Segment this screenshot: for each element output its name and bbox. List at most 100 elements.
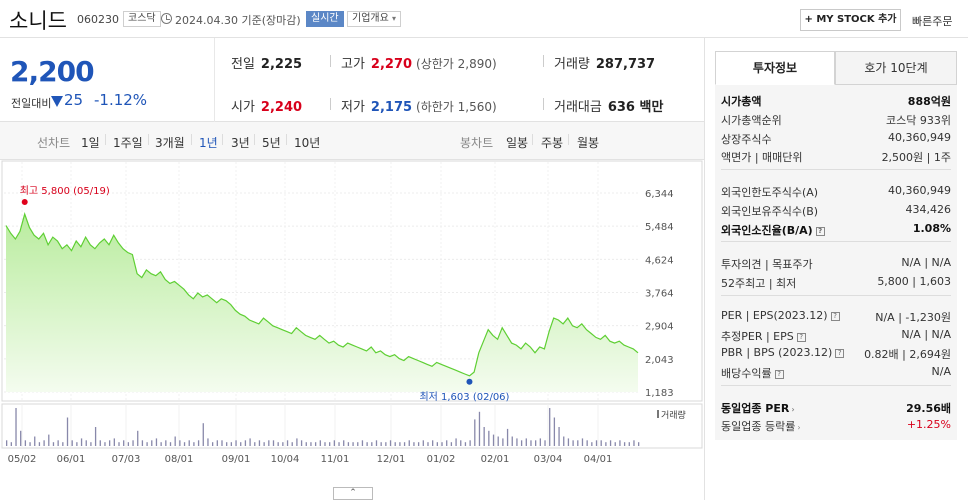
volume-bar: [113, 438, 115, 446]
volume-bar: [183, 442, 186, 446]
volume-bar: [535, 440, 537, 446]
volume-bar: [38, 442, 41, 446]
tab-monthly-candle[interactable]: 월봉: [577, 136, 600, 150]
tab-1year[interactable]: 1년: [199, 136, 218, 150]
prev-close: 전일 2,225: [231, 53, 302, 72]
invest-row-value: 코스닥 933위: [886, 114, 951, 127]
help-icon[interactable]: ?: [774, 370, 784, 379]
invest-row-value: 40,360,949: [888, 131, 951, 144]
volume-bar: [71, 440, 73, 446]
chart-collapse-button[interactable]: ⌃: [333, 487, 373, 500]
prev-close-label: 전일: [231, 57, 255, 72]
volume-bar: [436, 442, 438, 446]
divider: [721, 241, 951, 242]
tab-3months[interactable]: 3개월: [155, 136, 185, 150]
invest-row: 배당수익률? N/A: [721, 365, 951, 381]
volume-bar: [539, 438, 541, 446]
volume-bar: [389, 440, 392, 446]
volume-bar: [221, 440, 223, 446]
volume-bar: [413, 442, 415, 446]
volume-bar: [305, 442, 307, 446]
tab-1week[interactable]: 1주일: [113, 136, 143, 150]
volume-bar: [357, 442, 359, 446]
volume-bar: [347, 442, 350, 446]
volume-bar: [361, 440, 364, 446]
divider: [543, 98, 544, 110]
volume-bar: [577, 440, 579, 446]
volume-bar: [338, 442, 340, 446]
invest-row-label: 외국인한도주식수(A): [721, 186, 819, 199]
chevron-right-icon[interactable]: ›: [797, 423, 801, 432]
realtime-button[interactable]: 실시간: [306, 11, 344, 27]
open-value: 2,240: [260, 100, 303, 115]
invest-row-label: 동일업종 등락률 ›: [721, 420, 801, 433]
x-tick-label: 07/03: [112, 454, 141, 465]
high-value: 2,270: [370, 57, 413, 72]
volume-bar: [511, 436, 513, 446]
amount-value: 636 백만: [607, 100, 664, 115]
volume-bar: [516, 438, 518, 446]
help-icon[interactable]: ?: [835, 349, 845, 358]
company-overview-dropdown[interactable]: 기업개요 ▾: [347, 11, 402, 27]
volume-bar: [310, 442, 312, 446]
invest-row-label: 시가총액: [721, 95, 762, 108]
x-tick-label: 01/02: [427, 454, 456, 465]
volume-bar: [20, 430, 22, 446]
quick-order-link[interactable]: 빠른주문: [912, 15, 953, 28]
volume-bar: [483, 427, 485, 446]
volume-bar: [633, 440, 635, 446]
invest-row-value: 5,800 | 1,603: [877, 275, 951, 288]
invest-row-value: 0.82배 | 2,694원: [864, 348, 951, 361]
volume-bar: [291, 442, 293, 446]
price-line: [5, 211, 639, 377]
volume-bar: [549, 408, 551, 446]
tab-3years[interactable]: 3년: [231, 136, 250, 150]
tab-10years[interactable]: 10년: [294, 136, 321, 150]
tab-invest-info[interactable]: 투자정보: [715, 51, 835, 85]
volume-bar: [399, 442, 401, 446]
volume-bar: [151, 440, 153, 446]
volume-bar: [197, 440, 200, 446]
open-label: 시가: [231, 100, 255, 115]
volume-bar: [333, 440, 336, 446]
prev-close-value: 2,225: [260, 57, 303, 72]
invest-row-value: N/A | N/A: [901, 256, 951, 269]
volume-bar: [380, 442, 382, 446]
volume-bar: [614, 442, 616, 446]
volume-bar: [563, 436, 565, 446]
volume-bar: [249, 438, 251, 446]
help-icon[interactable]: ?: [830, 312, 840, 321]
volume-bar: [10, 442, 12, 446]
tab-daily-candle[interactable]: 일봉: [506, 136, 529, 150]
volume-legend-marker: [657, 410, 659, 418]
tab-5years[interactable]: 5년: [262, 136, 281, 150]
divider: [105, 134, 106, 145]
invest-row-value: N/A | -1,230원: [875, 311, 951, 324]
my-stock-add-button[interactable]: + MY STOCK 추가: [800, 9, 901, 31]
chevron-right-icon[interactable]: ›: [791, 405, 795, 414]
divider: [222, 134, 223, 145]
market-badge: 코스닥: [123, 11, 161, 27]
invest-row-label: 배당수익률?: [721, 365, 784, 381]
volume-bar: [352, 442, 354, 446]
volume-bar: [141, 440, 144, 446]
current-price: 2,200: [10, 55, 95, 88]
tab-weekly-candle[interactable]: 주봉: [541, 136, 564, 150]
volume-bar: [455, 438, 457, 446]
help-icon[interactable]: ?: [815, 227, 825, 236]
chevron-down-icon: ▾: [392, 14, 397, 23]
volume-bar: [609, 440, 612, 446]
help-icon[interactable]: ?: [796, 333, 806, 342]
volume-label: 거래량: [554, 57, 590, 72]
tab-1day[interactable]: 1일: [81, 136, 100, 150]
invest-row: 동일업종 PER › 29.56배: [721, 400, 951, 416]
volume-bar: [558, 427, 560, 446]
x-tick-label: 04/01: [584, 454, 613, 465]
tab-orderbook[interactable]: 호가 10단계: [835, 51, 957, 85]
invest-row: 52주최고 | 최저 5,800 | 1,603: [721, 275, 951, 291]
x-tick-label: 09/01: [222, 454, 251, 465]
x-tick-label: 10/04: [271, 454, 300, 465]
clock-icon: [161, 13, 172, 24]
volume-bar: [394, 442, 396, 446]
lower-limit: (하한가 1,560): [416, 100, 497, 114]
